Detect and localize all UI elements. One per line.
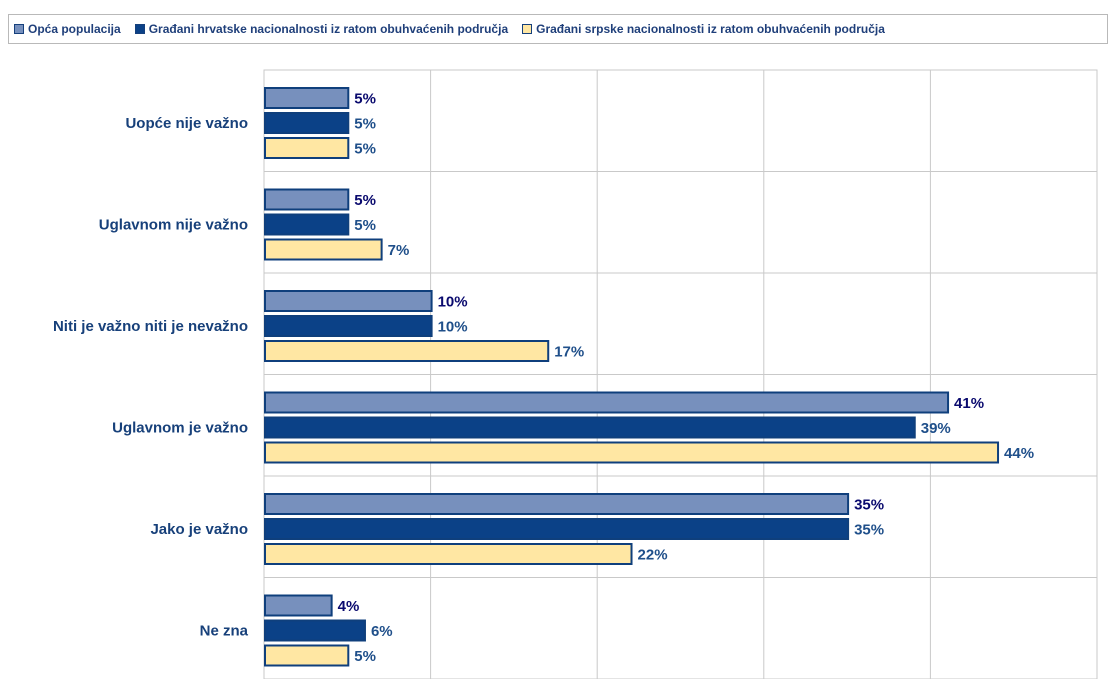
bar-value-label: 41% [954, 395, 984, 412]
bar-value-label: 35% [854, 522, 884, 539]
bar [264, 416, 916, 439]
legend-swatch-srpske [522, 24, 533, 34]
legend-swatch-opca-populacija [14, 24, 24, 34]
bar-value-label: 17% [554, 344, 584, 361]
bar-value-label: 4% [338, 598, 360, 615]
bar-value-label: 5% [354, 192, 376, 209]
legend-item-srpske: Građani srpske nacionalnosti iz ratom ob… [522, 22, 885, 36]
bar [264, 619, 366, 642]
bar-value-label: 7% [388, 242, 410, 259]
category-label: Niti je važno niti je nevažno [53, 318, 248, 335]
bar [264, 340, 550, 362]
bar-value-label: 5% [354, 648, 376, 665]
bar [264, 441, 1000, 464]
bar-value-label: 22% [638, 547, 668, 564]
bar [264, 238, 383, 261]
bar [264, 543, 633, 565]
category-label: Uopće nije važno [125, 115, 248, 132]
legend-item-opca-populacija: Opća populacija [14, 22, 121, 36]
bar [264, 493, 850, 515]
bar [264, 518, 850, 540]
category-label: Uglavnom je važno [112, 420, 248, 437]
bar [264, 594, 333, 617]
bar-value-label: 10% [438, 319, 468, 336]
legend-label-srpske: Građani srpske nacionalnosti iz ratom ob… [536, 22, 885, 36]
bar [264, 213, 350, 236]
bar-value-label: 6% [371, 623, 393, 640]
bar-value-label: 35% [854, 497, 884, 514]
bar-value-label: 44% [1004, 445, 1034, 462]
bar [264, 188, 350, 211]
category-label: Jako je važno [150, 521, 248, 538]
bar [264, 644, 350, 667]
chart-legend: Opća populacija Građani hrvatske naciona… [8, 14, 1108, 44]
bar-value-label: 39% [921, 420, 951, 437]
bar [264, 112, 350, 134]
bar-value-label: 5% [354, 91, 376, 108]
legend-item-hrvatske: Građani hrvatske nacionalnosti iz ratom … [134, 22, 509, 36]
category-label: Uglavnom nije važno [99, 217, 248, 234]
bar [264, 87, 350, 109]
legend-swatch-hrvatske [134, 24, 145, 34]
bar [264, 290, 433, 312]
bar-value-label: 5% [354, 141, 376, 158]
bar-value-label: 5% [354, 116, 376, 133]
category-label: Ne zna [200, 623, 249, 640]
bar-value-label: 5% [354, 217, 376, 234]
bar [264, 391, 950, 414]
legend-label-opca-populacija: Opća populacija [28, 22, 121, 36]
legend-label-hrvatske: Građani hrvatske nacionalnosti iz ratom … [148, 22, 509, 36]
bar-value-label: 10% [438, 294, 468, 311]
bar [264, 137, 350, 159]
bar [264, 315, 433, 337]
